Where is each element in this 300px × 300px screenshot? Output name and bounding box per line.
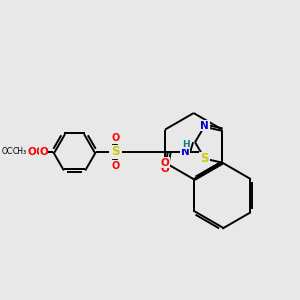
Text: OCH₃: OCH₃ [3, 147, 25, 156]
Text: O: O [161, 158, 170, 168]
Text: O: O [35, 147, 44, 157]
Text: N: N [200, 121, 209, 131]
Text: N: N [181, 147, 190, 157]
Text: H: H [182, 140, 190, 149]
Text: S: S [200, 152, 209, 165]
Text: O: O [160, 164, 169, 174]
Text: O: O [28, 147, 37, 157]
Text: O: O [111, 160, 119, 170]
Text: O: O [39, 147, 48, 157]
Text: O: O [111, 133, 119, 143]
Text: CH₃: CH₃ [13, 147, 27, 156]
Text: OCH₃: OCH₃ [2, 147, 22, 156]
Text: S: S [111, 146, 120, 158]
